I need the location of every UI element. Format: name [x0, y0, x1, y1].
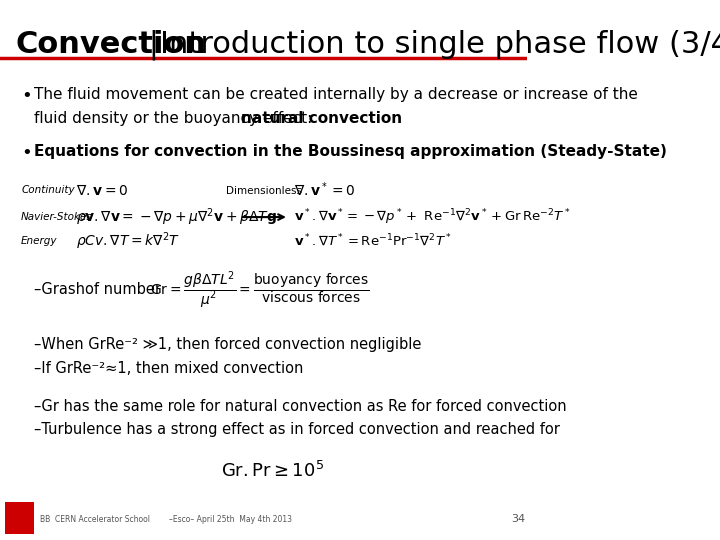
Text: natural convection: natural convection — [241, 111, 402, 126]
FancyBboxPatch shape — [5, 502, 35, 534]
Text: $\rho Cv.\nabla T = k\nabla^2 T$: $\rho Cv.\nabla T = k\nabla^2 T$ — [76, 231, 181, 252]
Text: BB  CERN Accelerator School        –Esco– April 25th  May 4th 2013: BB CERN Accelerator School –Esco– April … — [40, 515, 292, 524]
Text: Continuity: Continuity — [21, 185, 75, 195]
Text: Energy: Energy — [21, 237, 58, 246]
Text: $\mathrm{Gr} = \dfrac{g\beta\Delta T L^2}{\mu^2} = \dfrac{\mathrm{buoyancy\ forc: $\mathrm{Gr} = \dfrac{g\beta\Delta T L^2… — [150, 269, 370, 310]
Text: $\nabla.\mathbf{v} = 0$: $\nabla.\mathbf{v} = 0$ — [76, 183, 129, 198]
Text: –Gr has the same role for natural convection as Re for forced convection: –Gr has the same role for natural convec… — [35, 399, 567, 414]
Text: –If GrRe⁻²≈1, then mixed convection: –If GrRe⁻²≈1, then mixed convection — [35, 361, 304, 376]
Text: Dimensionless: Dimensionless — [225, 186, 302, 196]
Text: •: • — [21, 87, 32, 105]
Text: 34: 34 — [511, 515, 526, 524]
Text: |: | — [139, 30, 168, 60]
Text: •: • — [21, 144, 32, 162]
Text: $\mathrm{Gr.Pr} \geq 10^5$: $\mathrm{Gr.Pr} \geq 10^5$ — [221, 461, 324, 481]
Text: Convection: Convection — [16, 30, 207, 59]
Text: $\nabla.\mathbf{v}^* = 0$: $\nabla.\mathbf{v}^* = 0$ — [294, 181, 356, 199]
Text: $\rho\mathbf{v}.\nabla\mathbf{v} = -\nabla p + \mu\nabla^2\mathbf{v} + \beta\Del: $\rho\mathbf{v}.\nabla\mathbf{v} = -\nab… — [76, 206, 277, 228]
Text: Navier-Stokes: Navier-Stokes — [21, 212, 93, 222]
Text: –Grashof number: –Grashof number — [35, 282, 161, 298]
Text: –When GrRe⁻² ≫1, then forced convection negligible: –When GrRe⁻² ≫1, then forced convection … — [35, 337, 422, 352]
Text: Equations for convection in the Boussinesq approximation (Steady-State): Equations for convection in the Boussine… — [35, 144, 667, 159]
Text: fluid density or the buoyancy effect:: fluid density or the buoyancy effect: — [35, 111, 318, 126]
Text: $\mathbf{v}^*.\nabla\mathbf{v}^* = -\nabla p^* +\ \mathrm{Re}^{-1}\nabla^2\mathb: $\mathbf{v}^*.\nabla\mathbf{v}^* = -\nab… — [294, 207, 571, 227]
Text: –Turbulence has a strong effect as in forced convection and reached for: –Turbulence has a strong effect as in fo… — [35, 422, 560, 437]
Text: Introduction to single phase flow (3/4): Introduction to single phase flow (3/4) — [160, 30, 720, 59]
Text: $\mathbf{v}^*.\nabla T^* = \mathrm{Re}^{-1}\mathrm{Pr}^{-1}\nabla^2 T^*$: $\mathbf{v}^*.\nabla T^* = \mathrm{Re}^{… — [294, 233, 452, 249]
Text: The fluid movement can be created internally by a decrease or increase of the: The fluid movement can be created intern… — [35, 87, 638, 103]
